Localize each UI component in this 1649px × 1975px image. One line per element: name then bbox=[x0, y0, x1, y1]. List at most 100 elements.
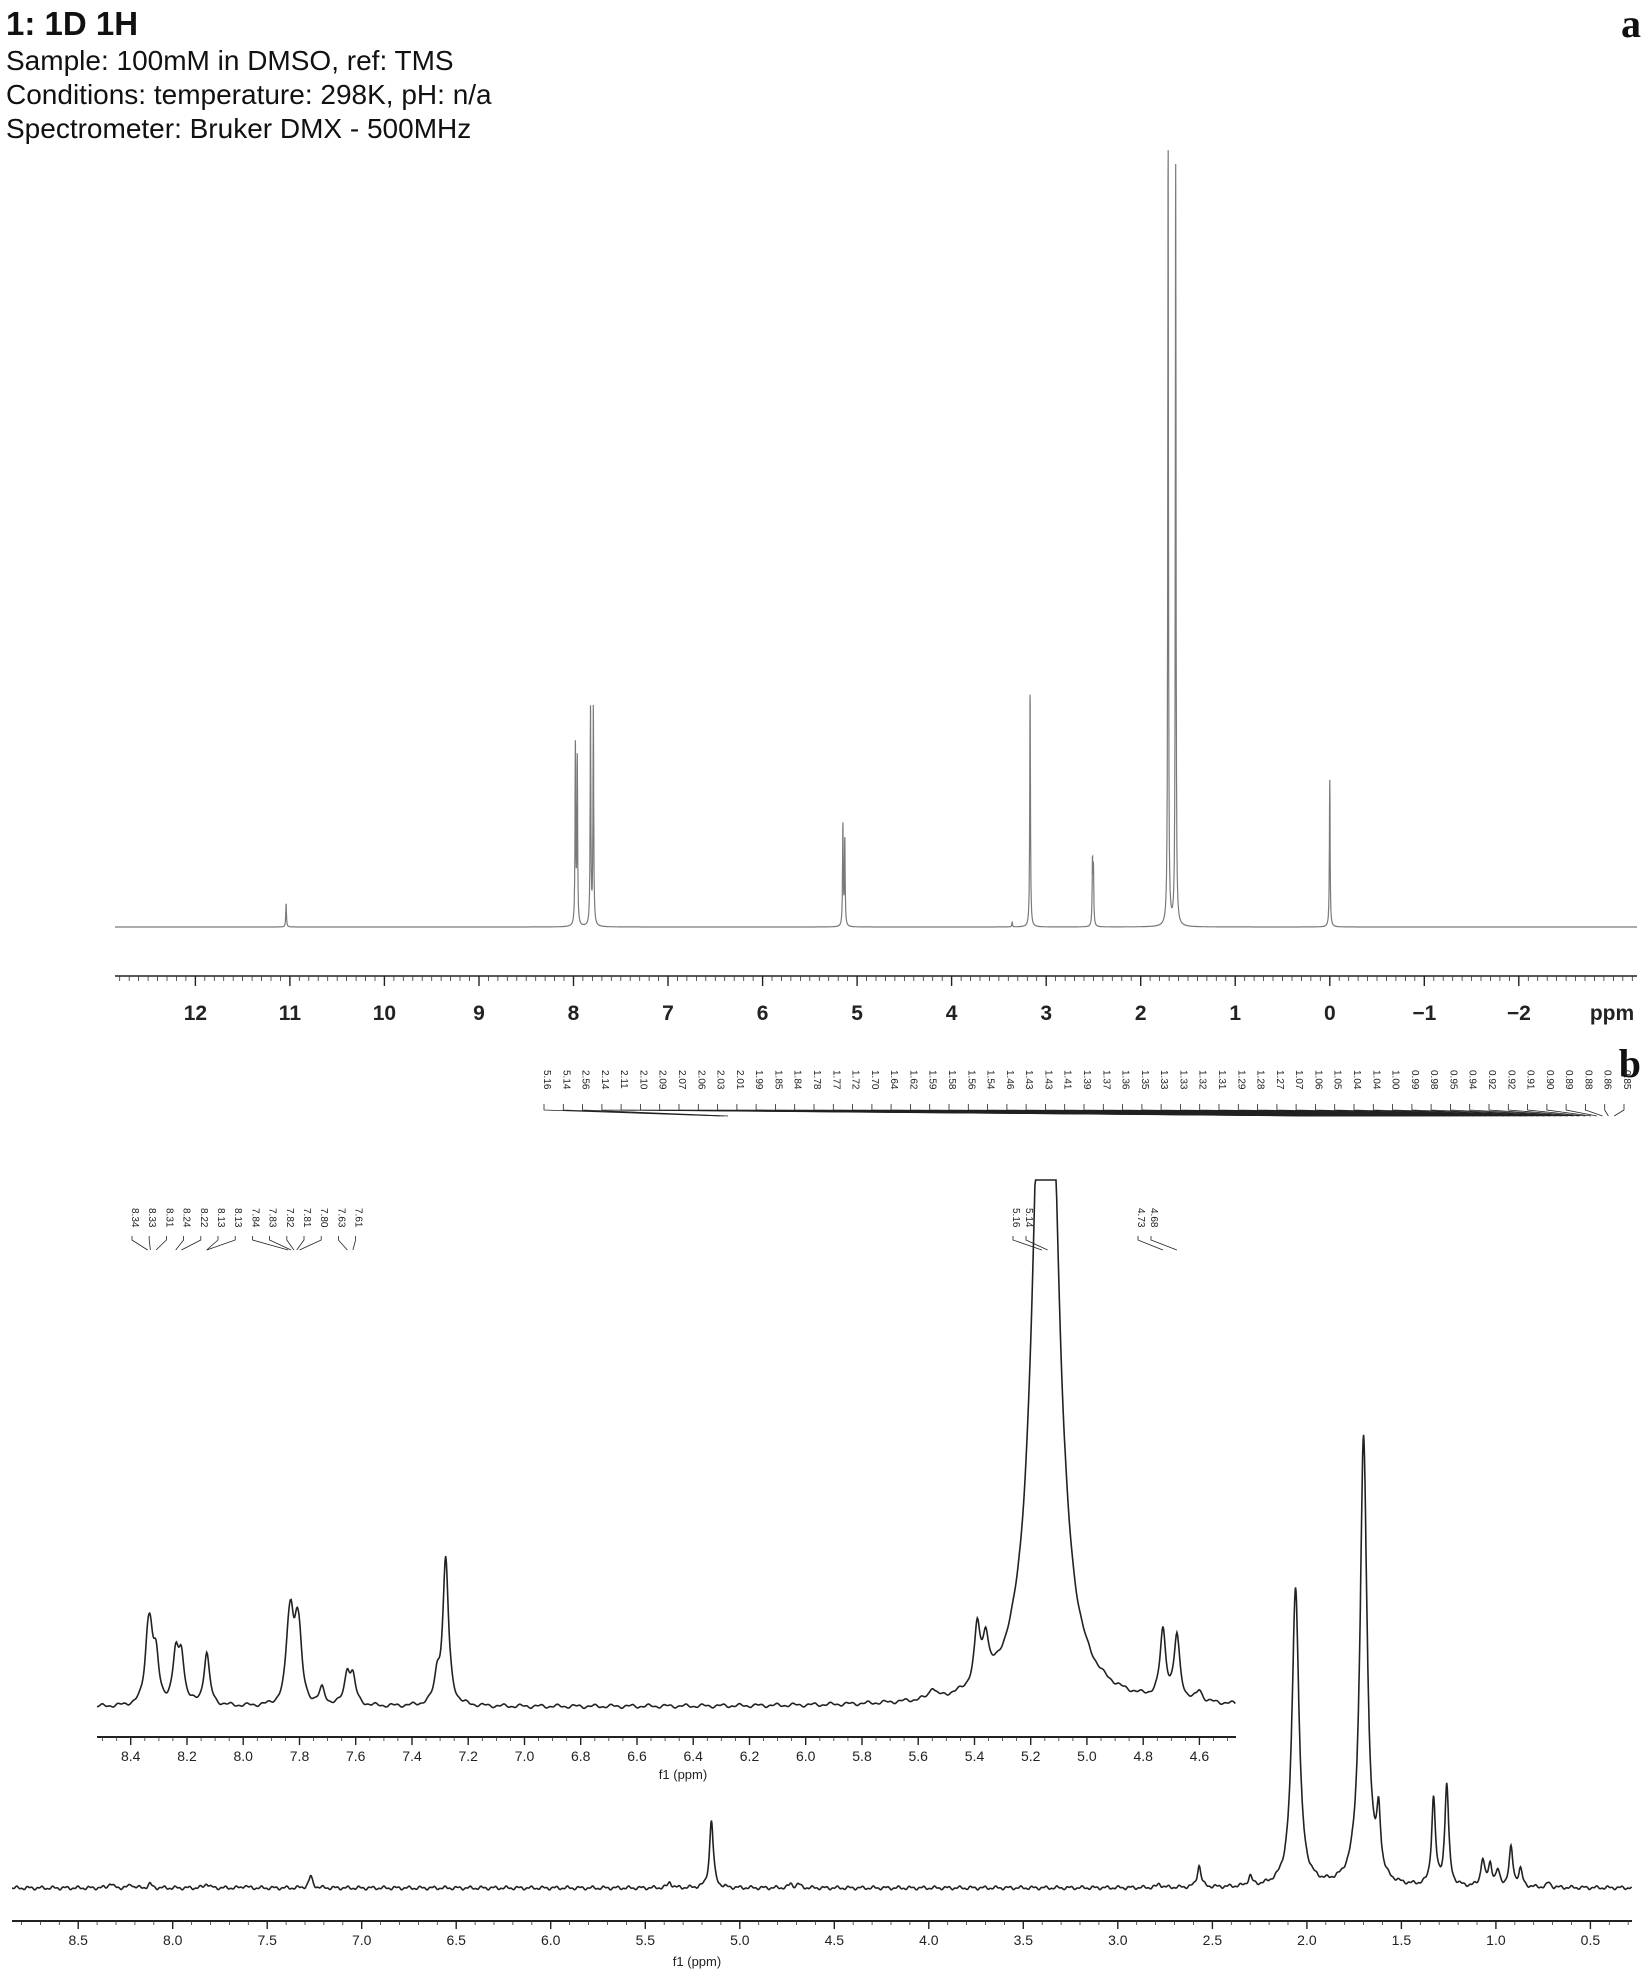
tick-label: 5 bbox=[851, 1002, 863, 1025]
tick-label: 0.5 bbox=[1581, 1932, 1601, 1948]
peak-label: 1.78 bbox=[811, 1070, 822, 1090]
peak-label: 1.84 bbox=[792, 1070, 803, 1090]
peak-label-leader bbox=[269, 1236, 292, 1251]
peak-label-leader bbox=[131, 1236, 148, 1251]
peak-label: 8.13 bbox=[232, 1208, 243, 1228]
peak-label: 8.24 bbox=[181, 1208, 192, 1228]
peak-label: 0.94 bbox=[1467, 1070, 1478, 1090]
peak-label-leader bbox=[1546, 1104, 1592, 1117]
peak-label: 1.85 bbox=[772, 1070, 783, 1090]
tick-label: 5.8 bbox=[852, 1748, 872, 1764]
peak-label: 2.11 bbox=[618, 1070, 629, 1089]
peak-label: 1.04 bbox=[1370, 1070, 1381, 1090]
peak-label-leader bbox=[1585, 1104, 1603, 1117]
peak-label-leader bbox=[286, 1236, 295, 1251]
sample-info: Sample: 100mM in DMSO, ref: TMS bbox=[6, 45, 454, 76]
peak-label: 7.84 bbox=[249, 1208, 260, 1228]
tick-label: 5.2 bbox=[1021, 1748, 1041, 1764]
peak-label-leader bbox=[1012, 1236, 1043, 1251]
peak-label-leader bbox=[1137, 1236, 1164, 1251]
peak-label: 1.54 bbox=[985, 1070, 996, 1090]
peak-label: 4.68 bbox=[1148, 1208, 1159, 1228]
peak-label: 1.33 bbox=[1177, 1070, 1188, 1090]
x-axis-label: f1 (ppm) bbox=[673, 1954, 721, 1969]
peak-label: 1.41 bbox=[1062, 1070, 1073, 1090]
peak-label: 1.64 bbox=[888, 1070, 899, 1090]
tick-label: 4 bbox=[946, 1002, 958, 1025]
peak-label-leader bbox=[175, 1236, 185, 1251]
peak-label: 1.46 bbox=[1004, 1070, 1015, 1090]
peak-label: 1.35 bbox=[1139, 1070, 1150, 1090]
tick-label: 8.2 bbox=[177, 1748, 197, 1764]
peak-label: 1.72 bbox=[850, 1070, 861, 1090]
peak-label: 0.85 bbox=[1621, 1070, 1632, 1090]
tick-label: 6.0 bbox=[541, 1932, 561, 1948]
tick-label: 5.4 bbox=[965, 1748, 985, 1764]
peak-label: 1.77 bbox=[830, 1070, 841, 1090]
spectrum-panel-b-inset: 8.4 8.2 8.0 7.8 7.6 7.4 7.2 7.0 6.8 6.6 6.4 6.2 6.0 5… bbox=[96, 1179, 1236, 1782]
peak-label: 7.80 bbox=[318, 1208, 329, 1228]
peak-label: 2.14 bbox=[599, 1070, 610, 1090]
x-axis-label: ppm bbox=[1590, 1002, 1634, 1025]
tick-label: 3.0 bbox=[1108, 1932, 1128, 1948]
peak-label-leader bbox=[1150, 1236, 1178, 1251]
peak-label-leader bbox=[296, 1236, 305, 1251]
peak-label: 2.07 bbox=[676, 1070, 687, 1090]
tick-label: 0 bbox=[1324, 1002, 1336, 1025]
tick-label: 4.6 bbox=[1190, 1748, 1210, 1764]
tick-label: 2.0 bbox=[1297, 1932, 1317, 1948]
peak-label-leader bbox=[206, 1236, 219, 1251]
tick-label: 7.0 bbox=[515, 1748, 535, 1764]
peak-label: 1.37 bbox=[1100, 1070, 1111, 1090]
spectrum-title: 1: 1D 1H bbox=[6, 5, 139, 42]
tick-label: 8.4 bbox=[121, 1748, 141, 1764]
peak-label-leader bbox=[1469, 1104, 1568, 1117]
peak-label: 0.92 bbox=[1505, 1070, 1516, 1090]
peak-label: 7.81 bbox=[301, 1208, 312, 1228]
peak-label: 7.83 bbox=[267, 1208, 278, 1228]
peak-label: 1.99 bbox=[753, 1070, 764, 1090]
tick-label: 6 bbox=[757, 1002, 769, 1025]
peak-label: 1.43 bbox=[1042, 1070, 1053, 1090]
peak-label-leader bbox=[1604, 1104, 1609, 1117]
peak-label-leader bbox=[352, 1236, 357, 1251]
peak-label: 0.91 bbox=[1525, 1070, 1536, 1090]
peak-label-leader bbox=[1372, 1104, 1539, 1117]
tick-label: 6.2 bbox=[740, 1748, 760, 1764]
peak-label: 0.89 bbox=[1563, 1070, 1574, 1090]
peak-label-leader bbox=[299, 1236, 322, 1251]
tick-label: 5.0 bbox=[730, 1932, 750, 1948]
peak-label: 0.95 bbox=[1447, 1070, 1458, 1090]
tick-label: 4.8 bbox=[1133, 1748, 1153, 1764]
peak-label: 0.90 bbox=[1544, 1070, 1555, 1090]
tick-label: 1 bbox=[1229, 1002, 1241, 1025]
peak-label: 0.86 bbox=[1602, 1070, 1613, 1090]
peak-label-leader bbox=[148, 1236, 151, 1251]
peak-label: 1.04 bbox=[1351, 1070, 1362, 1090]
peak-label: 0.92 bbox=[1486, 1070, 1497, 1090]
tick-label: 10 bbox=[373, 1002, 396, 1025]
tick-label: 7.0 bbox=[352, 1932, 372, 1948]
peak-label: 7.63 bbox=[335, 1208, 346, 1228]
peak-label-leader bbox=[337, 1236, 348, 1251]
tick-label: 3 bbox=[1040, 1002, 1052, 1025]
spectrum-header: 1: 1D 1H Sample: 100mM in DMSO, ref: TMS… bbox=[6, 4, 492, 146]
tick-label: 7.8 bbox=[290, 1748, 310, 1764]
tick-label: 6.0 bbox=[796, 1748, 816, 1764]
peak-label: 0.99 bbox=[1409, 1070, 1420, 1090]
peak-label: 1.58 bbox=[946, 1070, 957, 1090]
peak-label-leader bbox=[251, 1236, 289, 1251]
tick-label: 7.5 bbox=[257, 1932, 277, 1948]
peak-label: 1.28 bbox=[1255, 1070, 1266, 1090]
tick-label: 8 bbox=[568, 1002, 580, 1025]
panel-label-a: a bbox=[1621, 1, 1641, 46]
peak-label: 0.88 bbox=[1582, 1070, 1593, 1090]
peak-label-leader bbox=[1488, 1104, 1574, 1117]
peak-label-leader bbox=[1527, 1104, 1586, 1117]
peak-label: 8.33 bbox=[146, 1208, 157, 1228]
tick-label: 2 bbox=[1135, 1002, 1147, 1025]
peak-label: 1.56 bbox=[965, 1070, 976, 1090]
peak-label-leader bbox=[1613, 1104, 1625, 1117]
peak-label: 8.13 bbox=[215, 1208, 226, 1228]
